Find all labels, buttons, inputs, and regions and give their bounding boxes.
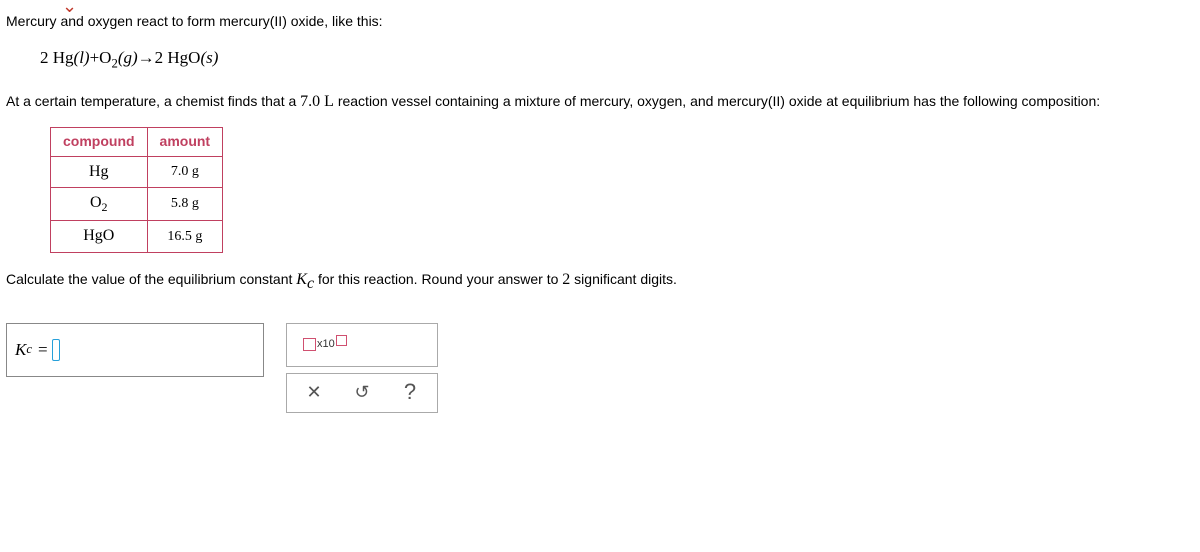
- header-amount: amount: [147, 128, 223, 157]
- cell-compound: Hg: [51, 156, 148, 187]
- close-icon: ✕: [306, 380, 321, 405]
- cell-compound: HgO: [51, 221, 148, 252]
- clear-button[interactable]: ✕: [303, 382, 325, 404]
- answer-area: Kc = x10 ✕ ↺ ?: [6, 323, 1194, 413]
- sci-notation-row: x10: [286, 323, 438, 367]
- exponent-box-icon: [336, 335, 347, 346]
- answer-symbol-sub: c: [26, 341, 32, 359]
- table-row: O2 5.8 g: [51, 188, 223, 221]
- cell-compound: O2: [51, 188, 148, 221]
- composition-table: compound amount Hg 7.0 g O2 5.8 g HgO 16…: [50, 127, 223, 252]
- table-row: Hg 7.0 g: [51, 156, 223, 187]
- phase-2: (g): [118, 48, 138, 67]
- context-pre: At a certain temperature, a chemist find…: [6, 93, 300, 109]
- species-2: O: [99, 48, 111, 67]
- answer-symbol: K: [15, 338, 26, 362]
- equals-sign: =: [38, 338, 48, 362]
- tool-panel: x10 ✕ ↺ ?: [286, 323, 438, 413]
- question-post: significant digits.: [570, 271, 677, 287]
- help-icon: ?: [404, 377, 416, 408]
- vessel-volume: 7.0 L: [300, 93, 334, 110]
- reset-button[interactable]: ↺: [351, 382, 373, 404]
- kc-symbol: K: [296, 271, 307, 288]
- reset-icon: ↺: [354, 380, 369, 405]
- context-text: At a certain temperature, a chemist find…: [6, 91, 1194, 113]
- context-post: reaction vessel containing a mixture of …: [334, 93, 1100, 109]
- action-row: ✕ ↺ ?: [286, 373, 438, 413]
- table-header-row: compound amount: [51, 128, 223, 157]
- reaction-equation: 2 Hg(l)+O2(g)→2 HgO(s): [40, 46, 1194, 73]
- coef-2: 2: [155, 48, 164, 67]
- input-cursor[interactable]: [52, 339, 60, 361]
- answer-input-box[interactable]: Kc =: [6, 323, 264, 377]
- collapse-chevron-icon[interactable]: ⌄: [62, 0, 77, 19]
- reaction-arrow: →: [138, 48, 155, 67]
- species-1: Hg: [53, 48, 74, 67]
- plus-sign: +: [90, 48, 100, 67]
- kc-sub: c: [307, 274, 314, 291]
- cell-amount: 7.0 g: [147, 156, 223, 187]
- intro-text: Mercury and oxygen react to form mercury…: [6, 12, 1194, 32]
- species-3: HgO: [167, 48, 200, 67]
- sci-notation-button[interactable]: x10: [303, 335, 347, 354]
- help-button[interactable]: ?: [399, 382, 421, 404]
- table-row: HgO 16.5 g: [51, 221, 223, 252]
- x10-label: x10: [317, 337, 335, 352]
- header-compound: compound: [51, 128, 148, 157]
- phase-3: (s): [200, 48, 218, 67]
- question-text: Calculate the value of the equilibrium c…: [6, 269, 1194, 295]
- question-pre: Calculate the value of the equilibrium c…: [6, 271, 296, 287]
- coef-1: 2: [40, 48, 49, 67]
- phase-1: (l): [74, 48, 90, 67]
- cell-amount: 16.5 g: [147, 221, 223, 252]
- cell-amount: 5.8 g: [147, 188, 223, 221]
- question-mid: for this reaction. Round your answer to: [314, 271, 562, 287]
- mantissa-box-icon: [303, 338, 316, 351]
